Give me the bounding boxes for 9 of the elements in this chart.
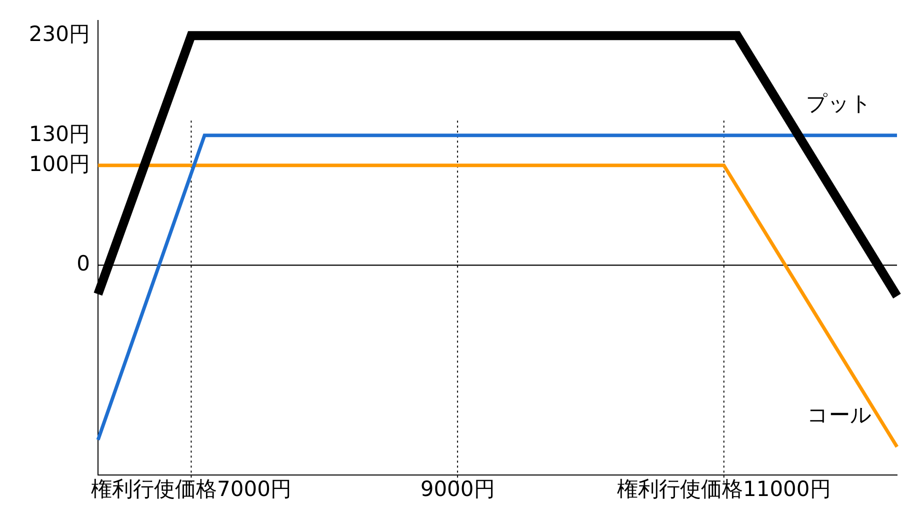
y-tick-label: 100円 [28, 152, 90, 176]
series-label: プット [806, 91, 872, 116]
y-tick-label: 230円 [28, 22, 90, 46]
x-tick-label: 権利行使価格7000円 [90, 476, 292, 501]
y-tick-label: 0 [76, 252, 90, 276]
series-label: コール [807, 402, 872, 427]
x-tick-label: 権利行使価格11000円 [616, 476, 831, 501]
y-tick-label: 130円 [28, 122, 90, 146]
x-tick-label: 9000円 [420, 476, 495, 501]
